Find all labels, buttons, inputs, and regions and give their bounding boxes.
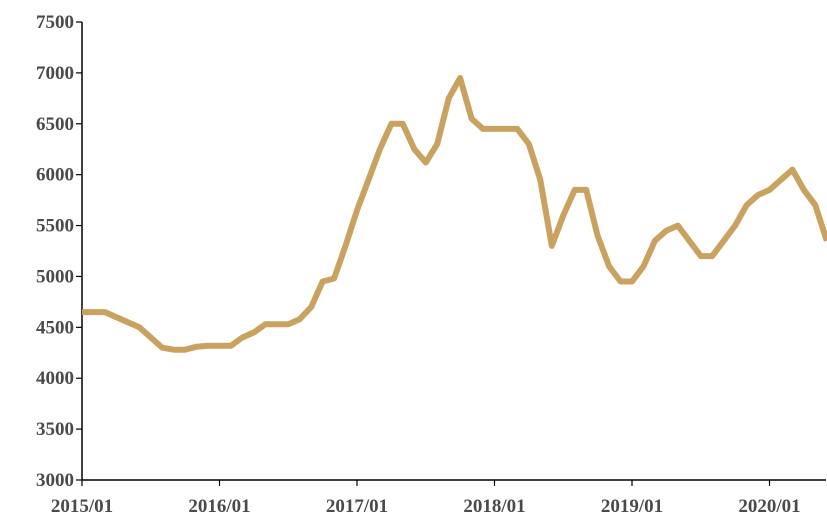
y-tick-label: 7500 [36, 12, 74, 33]
y-tick-label: 5000 [36, 266, 74, 287]
y-tick-label: 4000 [36, 368, 74, 389]
y-tick-label: 7000 [36, 63, 74, 84]
axes [76, 21, 826, 486]
y-tick-label: 4500 [36, 317, 74, 338]
y-tick-label: 6500 [36, 114, 74, 135]
y-tick-label: 3500 [36, 419, 74, 440]
y-tick-label: 6000 [36, 165, 74, 186]
x-tick-label: 2016/01 [188, 496, 250, 517]
series-line [82, 75, 827, 353]
x-tick-label: 2018/01 [463, 496, 525, 517]
series-layer [82, 75, 827, 353]
x-tick-label: 2017/01 [326, 496, 388, 517]
y-tick-label: 5500 [36, 216, 74, 237]
x-tick-label: 2015/01 [51, 496, 113, 517]
x-tick-label: 2020/01 [738, 496, 800, 517]
tick-labels: 3000 3500 4000 4500 5000 5500 6000 6500 7000 7500… [36, 12, 801, 517]
y-tick-label: 3000 [36, 470, 74, 491]
x-tick-label: 2019/01 [601, 496, 663, 517]
